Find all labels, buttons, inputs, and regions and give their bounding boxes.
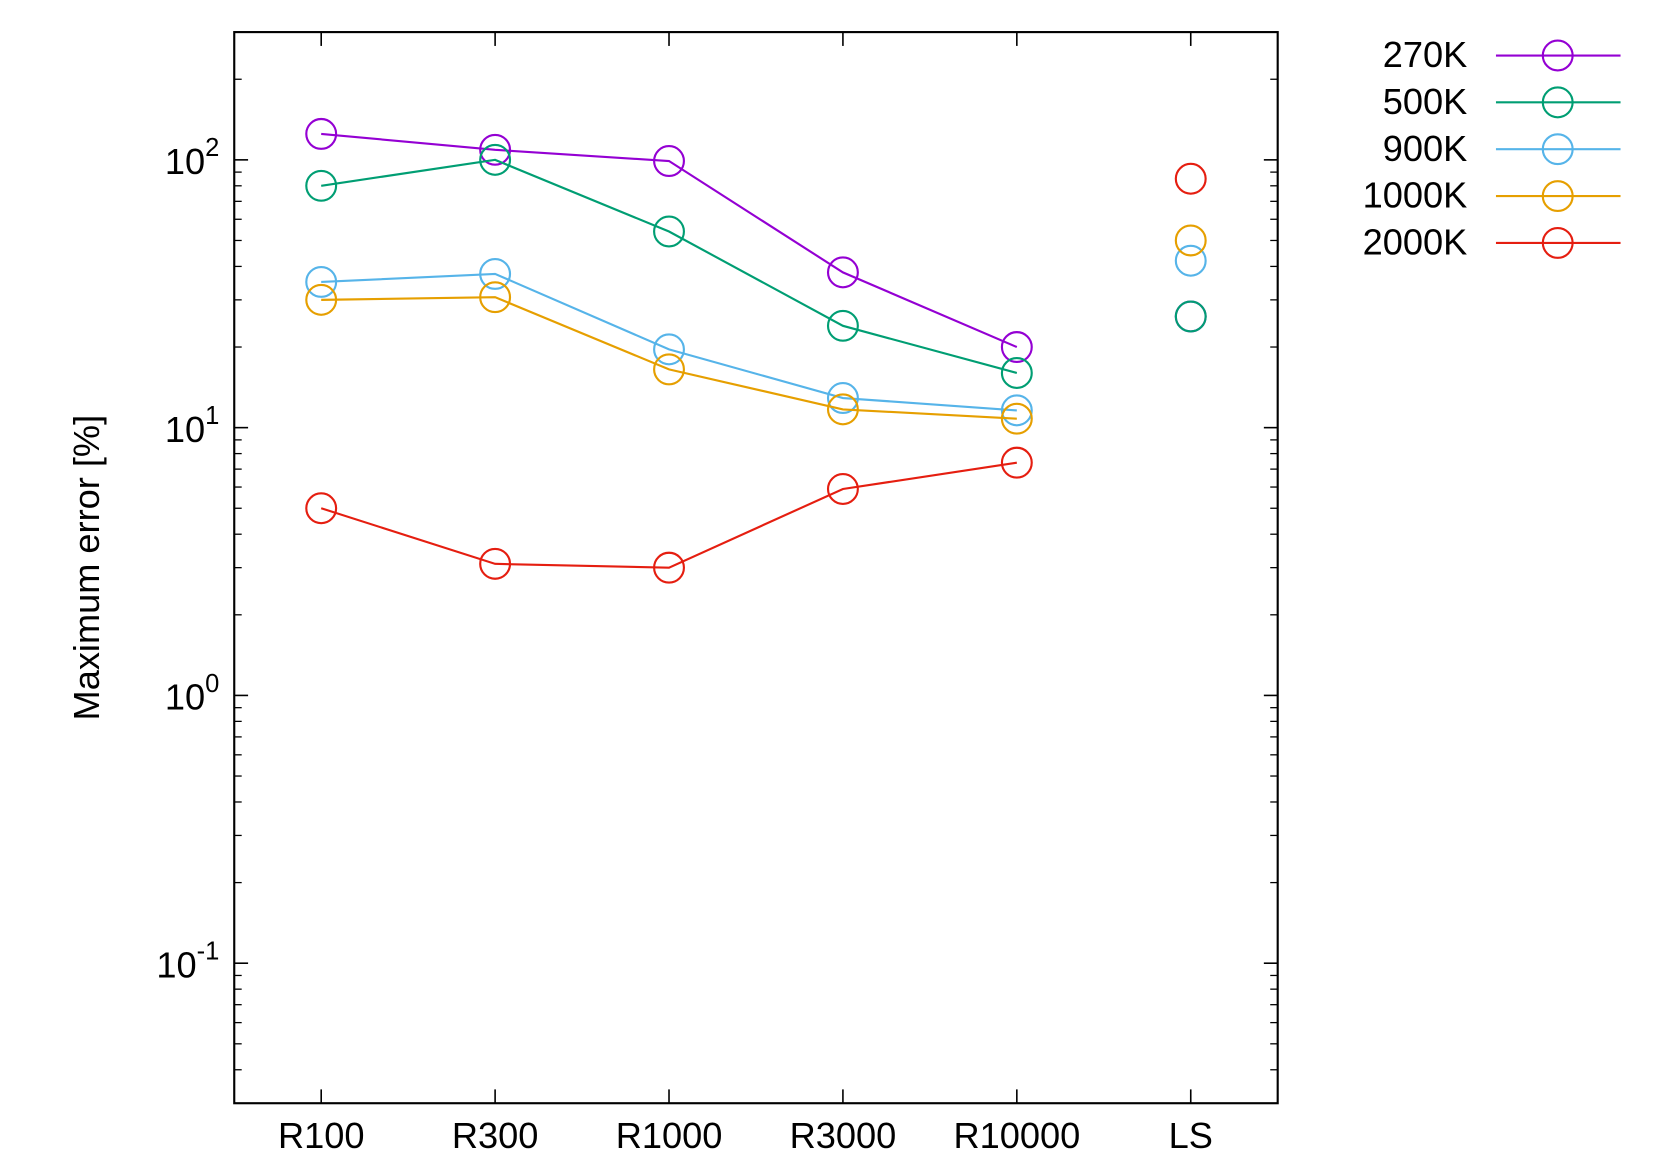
point-marker bbox=[1000, 331, 1033, 364]
point-marker bbox=[826, 309, 859, 342]
legend-marker bbox=[1541, 86, 1574, 119]
x-tick-label: R3000 bbox=[790, 1115, 897, 1156]
series-line bbox=[321, 240, 1191, 418]
point-marker bbox=[826, 393, 859, 426]
y-tick-label: 101 bbox=[165, 402, 219, 450]
point-marker bbox=[479, 257, 512, 290]
x-tick-label: R100 bbox=[278, 1115, 365, 1156]
point-marker bbox=[653, 215, 685, 248]
point-marker bbox=[1000, 394, 1033, 427]
x-tick-label: LS bbox=[1169, 1115, 1213, 1156]
point-marker bbox=[826, 382, 859, 414]
point-marker bbox=[826, 473, 859, 505]
legend-marker bbox=[1541, 133, 1574, 166]
legend-label: 900K bbox=[1383, 128, 1468, 169]
point-marker bbox=[305, 492, 338, 525]
plot-frame bbox=[233, 31, 1279, 1105]
point-marker bbox=[479, 281, 512, 314]
x-tick-label: R1000 bbox=[616, 1115, 723, 1156]
point-marker bbox=[653, 551, 685, 584]
x-tick-label: R300 bbox=[452, 1115, 539, 1156]
point-marker bbox=[305, 265, 338, 298]
point-marker bbox=[653, 333, 685, 366]
legend-label: 1000K bbox=[1363, 175, 1468, 216]
y-tick-label: 10-1 bbox=[156, 937, 219, 985]
point-marker bbox=[1174, 224, 1207, 257]
series-line bbox=[321, 160, 1191, 373]
y-tick-label: 100 bbox=[165, 670, 219, 718]
legend-label: 270K bbox=[1383, 34, 1468, 75]
point-marker bbox=[1000, 402, 1033, 435]
point-marker bbox=[305, 283, 338, 316]
x-tick-label: R10000 bbox=[953, 1115, 1080, 1156]
point-marker bbox=[305, 169, 338, 202]
point-marker bbox=[305, 117, 338, 150]
point-marker bbox=[653, 353, 685, 386]
point-marker bbox=[1174, 162, 1207, 195]
legend-marker bbox=[1541, 226, 1574, 259]
y-axis-label: Maximum error [%] bbox=[66, 415, 107, 721]
point-marker bbox=[479, 547, 512, 580]
point-marker bbox=[479, 133, 512, 166]
point-marker bbox=[1000, 446, 1033, 479]
legend-label: 2000K bbox=[1363, 222, 1468, 263]
legend-marker bbox=[1541, 39, 1574, 72]
point-marker bbox=[826, 256, 859, 289]
point-marker bbox=[1000, 357, 1033, 389]
point-marker bbox=[653, 145, 685, 177]
point-marker bbox=[479, 143, 512, 176]
series-line bbox=[321, 261, 1191, 411]
y-tick-label: 102 bbox=[165, 134, 219, 182]
legend-label: 500K bbox=[1383, 81, 1468, 122]
legend-marker bbox=[1541, 180, 1574, 213]
point-marker bbox=[1174, 300, 1207, 333]
point-marker bbox=[1174, 244, 1207, 277]
